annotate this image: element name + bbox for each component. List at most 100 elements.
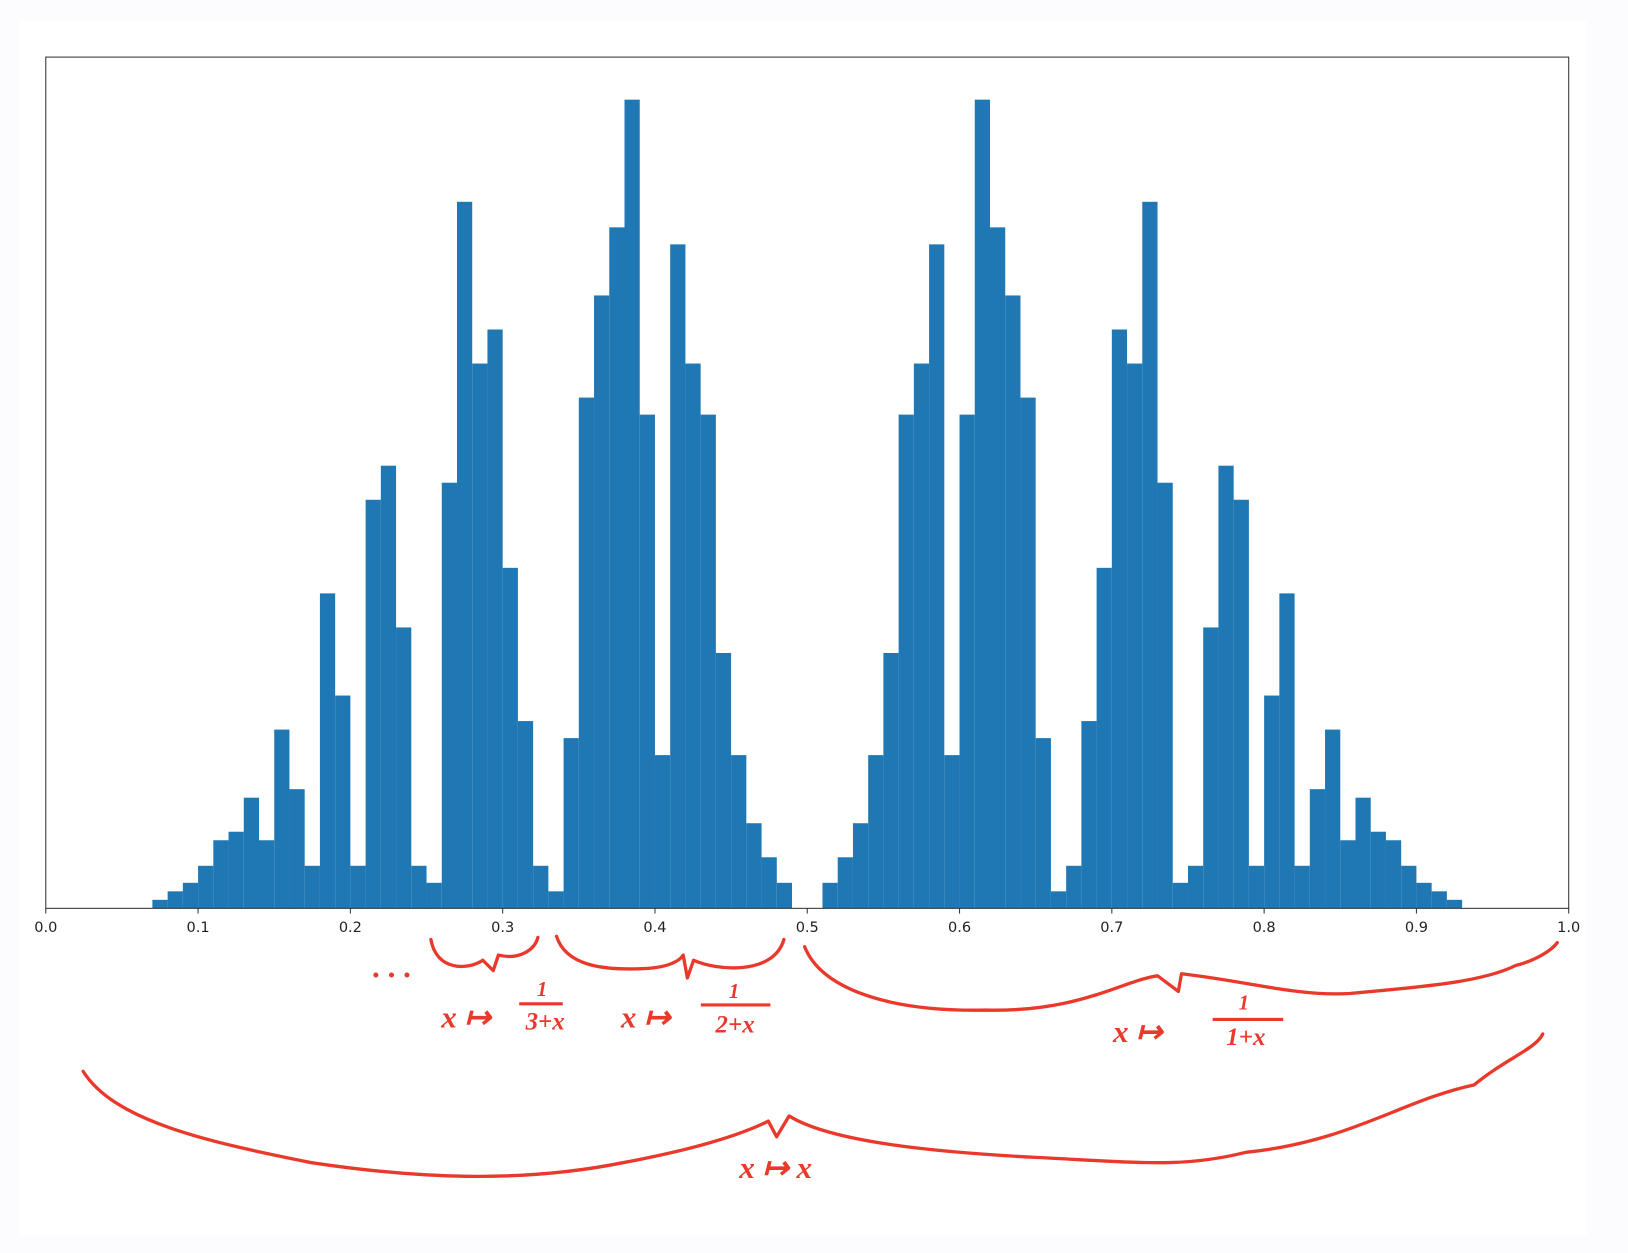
bar [1050, 891, 1067, 909]
annotation-denominator: 1+x [1226, 1024, 1265, 1051]
brace [802, 940, 1559, 1012]
bar [639, 414, 655, 909]
annotation-denominator: 3+x [525, 1008, 565, 1035]
bar [1005, 295, 1021, 909]
bar [776, 882, 793, 909]
bar [578, 397, 595, 909]
bar [487, 329, 503, 909]
bar [259, 840, 275, 909]
annotation-denominator: 2+x [715, 1011, 755, 1038]
annotation-text: x ↦ [1112, 1014, 1164, 1049]
annotation-text: x ↦ [620, 1000, 672, 1035]
bar [1340, 840, 1356, 909]
annotation: x ↦ x [738, 1150, 812, 1185]
bar [868, 755, 884, 909]
bar [1020, 397, 1036, 909]
bar [472, 363, 488, 909]
annotation: x ↦ 1 2+x [620, 981, 771, 1038]
bar [1325, 729, 1341, 909]
bar [1233, 499, 1249, 909]
annotation-text: x ↦ [440, 1000, 492, 1035]
bar [411, 865, 427, 909]
bar [274, 729, 290, 909]
bar [228, 831, 244, 909]
bar [731, 755, 747, 909]
brace [554, 934, 786, 980]
bar [700, 414, 716, 909]
bar [1355, 797, 1371, 909]
bar [929, 244, 945, 909]
bar [1157, 482, 1173, 909]
annotation: x ↦ 1 1+x [1112, 993, 1284, 1051]
bar [1370, 831, 1386, 909]
x-tick-label: 0.1 [187, 920, 210, 936]
bar [304, 865, 320, 909]
figure-background [18, 20, 1587, 1236]
bar [1294, 865, 1310, 909]
bar [1142, 201, 1158, 909]
x-tick-label: 0.0 [34, 920, 57, 936]
bar [289, 789, 305, 909]
bar [670, 244, 686, 909]
annotation-text: · · · [372, 957, 411, 992]
bar [594, 295, 610, 909]
bar [1248, 865, 1265, 909]
x-tick-label: 1.0 [1557, 920, 1580, 936]
bar [1218, 465, 1234, 909]
bar [563, 738, 579, 909]
annotation: · · · [372, 957, 411, 992]
bar [959, 414, 975, 909]
bar [441, 482, 457, 909]
bar [974, 99, 991, 909]
bar [1385, 840, 1402, 909]
x-tick-label: 0.7 [1100, 920, 1123, 936]
bar [1203, 627, 1219, 909]
bar [1127, 363, 1143, 909]
bar [1416, 882, 1432, 909]
bar [1081, 721, 1097, 909]
bar [1187, 865, 1204, 909]
bar [1066, 865, 1082, 909]
bar [517, 721, 534, 909]
bar [182, 882, 199, 909]
braces [81, 934, 1559, 1179]
bar [1279, 593, 1295, 909]
bar [335, 695, 351, 909]
bar [350, 865, 366, 909]
bar [1446, 899, 1463, 909]
bar [883, 652, 899, 909]
brace [81, 1032, 1545, 1179]
x-tick-label: 0.8 [1253, 920, 1276, 936]
bar [837, 857, 853, 909]
bar [502, 567, 518, 909]
x-tick-label: 0.5 [796, 920, 819, 936]
bar [1172, 882, 1188, 909]
x-tick-label: 0.4 [643, 920, 666, 936]
bar [396, 627, 412, 909]
bar [990, 227, 1006, 909]
bar [715, 652, 732, 909]
annotation: x ↦ 1 3+x [440, 979, 564, 1035]
bar [167, 891, 183, 909]
bar [365, 499, 381, 909]
bar [152, 899, 168, 909]
bar [685, 363, 701, 909]
bar [426, 882, 442, 909]
bar [1431, 891, 1447, 909]
bar [456, 201, 473, 909]
annotation-text: x ↦ x [738, 1150, 812, 1185]
bar [1264, 695, 1280, 909]
bar [380, 465, 397, 909]
x-tick-label: 0.6 [948, 920, 971, 936]
bar [624, 99, 640, 909]
bar [548, 891, 564, 909]
bar [1111, 329, 1128, 909]
bar [1096, 567, 1112, 909]
bar [609, 227, 625, 909]
annotation-numerator: 1 [729, 981, 739, 1003]
bar [822, 882, 838, 909]
bar [852, 823, 869, 909]
brace [429, 935, 540, 973]
x-tick-label: 0.2 [339, 920, 362, 936]
